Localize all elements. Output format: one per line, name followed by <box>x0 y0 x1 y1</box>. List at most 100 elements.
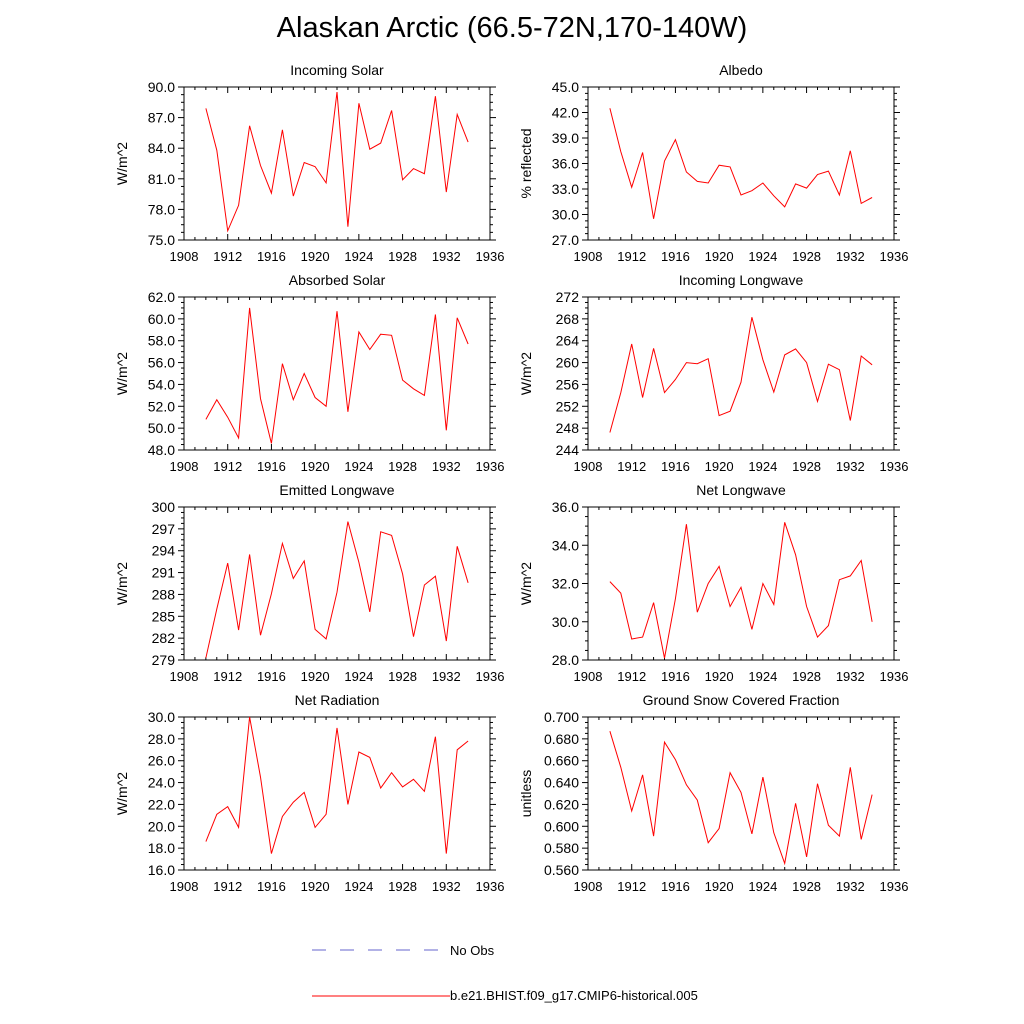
y-tick-label: 244 <box>556 442 580 458</box>
chart-panel: Absorbed Solar W/m^2 1908 1912 1916 1920 1924 1… <box>114 272 504 474</box>
x-tick-label: 1936 <box>476 879 505 894</box>
y-tick-label: 268 <box>556 311 580 327</box>
figure-title: Alaskan Arctic (66.5-72N,170-140W) <box>276 12 748 44</box>
plot-frame <box>183 296 491 451</box>
y-tick-label: 30.0 <box>552 207 579 223</box>
x-tick-label: 1912 <box>617 879 646 894</box>
x-tick-label: 1920 <box>301 879 330 894</box>
legend: No Obs b.e21.BHIST.f09_g17.CMIP6-histori… <box>312 943 698 1003</box>
x-tick-label: 1924 <box>748 249 777 264</box>
panel-title: Albedo <box>719 62 763 78</box>
y-tick-label: 28.0 <box>148 731 175 747</box>
x-tick-label: 1928 <box>792 879 821 894</box>
y-tick-label: 0.600 <box>544 818 579 834</box>
panel-ylabel: % reflected <box>518 128 534 198</box>
x-tick-label: 1912 <box>213 459 242 474</box>
x-tick-label: 1916 <box>661 459 690 474</box>
y-tick-label: 300 <box>152 499 176 515</box>
x-tick-label: 1928 <box>792 459 821 474</box>
plot-frame <box>183 86 491 241</box>
x-tick-label: 1916 <box>257 669 286 684</box>
x-tick-label: 1916 <box>257 249 286 264</box>
y-tick-label: 56.0 <box>148 355 175 371</box>
chart-panel: Net Radiation W/m^2 1908 1912 1916 1920 1924 19… <box>114 692 504 894</box>
y-tick-label: 36.0 <box>552 499 579 515</box>
y-tick-label: 260 <box>556 355 580 371</box>
x-tick-label: 1916 <box>661 669 690 684</box>
y-tick-label: 30.0 <box>552 614 579 630</box>
legend-model-label: b.e21.BHIST.f09_g17.CMIP6-historical.005 <box>450 988 698 1003</box>
x-tick-label: 1928 <box>792 249 821 264</box>
x-tick-label: 1908 <box>170 249 199 264</box>
y-tick-label: 81.0 <box>148 171 175 187</box>
y-tick-label: 291 <box>152 565 176 581</box>
y-tick-label: 0.660 <box>544 753 579 769</box>
y-tick-label: 0.640 <box>544 775 579 791</box>
y-tick-label: 22.0 <box>148 796 175 812</box>
y-tick-label: 256 <box>556 376 580 392</box>
plot-frame <box>587 296 895 451</box>
x-tick-label: 1912 <box>213 879 242 894</box>
panel-title: Net Longwave <box>696 482 786 498</box>
panel-ylabel: W/m^2 <box>518 562 534 605</box>
series-line <box>609 108 873 219</box>
y-tick-label: 264 <box>556 333 580 349</box>
y-tick-label: 75.0 <box>148 232 175 248</box>
x-tick-label: 1932 <box>836 879 865 894</box>
y-tick-label: 26.0 <box>148 753 175 769</box>
x-tick-label: 1912 <box>213 669 242 684</box>
y-tick-label: 16.0 <box>148 862 175 878</box>
y-tick-label: 279 <box>152 652 176 668</box>
x-tick-label: 1908 <box>574 669 603 684</box>
panel-title: Ground Snow Covered Fraction <box>643 692 840 708</box>
panel-ylabel: W/m^2 <box>114 352 130 395</box>
y-tick-label: 62.0 <box>148 289 175 305</box>
y-tick-label: 30.0 <box>148 709 175 725</box>
x-tick-label: 1932 <box>836 249 865 264</box>
y-tick-label: 27.0 <box>552 232 579 248</box>
y-tick-label: 285 <box>152 608 176 624</box>
plot-frame <box>183 506 491 661</box>
x-tick-label: 1920 <box>705 459 734 474</box>
x-tick-label: 1916 <box>661 249 690 264</box>
x-tick-label: 1924 <box>748 459 777 474</box>
panel-title: Absorbed Solar <box>289 272 386 288</box>
y-tick-label: 0.700 <box>544 709 579 725</box>
x-tick-label: 1932 <box>432 879 461 894</box>
y-tick-label: 87.0 <box>148 110 175 126</box>
x-tick-label: 1932 <box>432 459 461 474</box>
x-tick-label: 1916 <box>661 879 690 894</box>
x-tick-label: 1928 <box>792 669 821 684</box>
panel-title: Emitted Longwave <box>279 482 394 498</box>
y-tick-label: 52.0 <box>148 398 175 414</box>
x-tick-label: 1932 <box>432 249 461 264</box>
y-tick-label: 90.0 <box>148 79 175 95</box>
x-tick-label: 1920 <box>705 249 734 264</box>
x-tick-label: 1924 <box>344 249 373 264</box>
plot-frame <box>587 506 895 661</box>
x-tick-label: 1908 <box>170 669 199 684</box>
x-tick-label: 1908 <box>170 459 199 474</box>
x-tick-label: 1936 <box>880 669 909 684</box>
x-tick-label: 1916 <box>257 879 286 894</box>
y-tick-label: 288 <box>152 586 176 602</box>
plot-frame <box>587 86 895 241</box>
y-tick-label: 297 <box>152 521 176 537</box>
series-line <box>609 317 873 433</box>
x-tick-label: 1928 <box>388 669 417 684</box>
y-tick-label: 294 <box>152 543 176 559</box>
x-tick-label: 1924 <box>344 879 373 894</box>
y-tick-label: 0.620 <box>544 796 579 812</box>
series-line <box>609 731 873 866</box>
x-tick-label: 1936 <box>880 879 909 894</box>
y-tick-label: 84.0 <box>148 140 175 156</box>
panel-ylabel: W/m^2 <box>114 142 130 185</box>
x-tick-label: 1924 <box>344 459 373 474</box>
y-tick-label: 28.0 <box>552 652 579 668</box>
y-tick-label: 78.0 <box>148 201 175 217</box>
x-tick-label: 1912 <box>213 249 242 264</box>
x-tick-label: 1908 <box>574 249 603 264</box>
y-tick-label: 0.560 <box>544 862 579 878</box>
x-tick-label: 1936 <box>880 249 909 264</box>
y-tick-label: 24.0 <box>148 775 175 791</box>
